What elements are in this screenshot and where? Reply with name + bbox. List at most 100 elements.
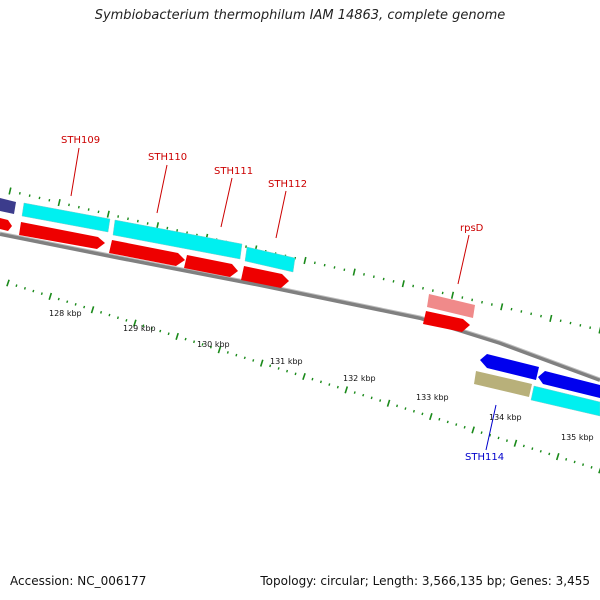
inner-tick: [421, 412, 424, 416]
outer-tick: [392, 280, 395, 283]
inner-tick: [167, 332, 170, 336]
inner-tick: [513, 439, 518, 447]
inner-tick: [362, 393, 365, 397]
outer-tick: [471, 298, 474, 302]
outer-tick: [117, 215, 120, 218]
gene-label-sth110[interactable]: STH110: [148, 152, 187, 163]
outer-tick: [510, 307, 513, 311]
outer-tick: [363, 273, 365, 276]
inner-tick: [565, 457, 568, 461]
outer-tick: [481, 300, 483, 304]
inner-tick: [40, 292, 43, 296]
inner-tick: [446, 420, 449, 424]
outer-tick: [176, 229, 179, 232]
outer-tick: [431, 289, 434, 292]
inner-tick: [386, 399, 391, 407]
outer-tick: [303, 256, 307, 265]
inner-tick: [471, 426, 475, 434]
inner-tick: [328, 383, 331, 386]
gene-bar: [21, 202, 111, 233]
plus-gene-track: [0, 198, 296, 273]
kbp-label-135: 135 kbp: [561, 433, 594, 442]
gene-bar: [244, 246, 296, 273]
gene-bar: [112, 219, 243, 260]
minus-gene-track: [474, 354, 600, 417]
inner-tick: [531, 447, 534, 451]
label-leaders: [70, 147, 497, 451]
outer-tick: [520, 310, 523, 313]
outer-tick: [559, 319, 562, 323]
minus-cds-arrow: [538, 371, 600, 398]
outer-tick: [245, 245, 247, 248]
outer-tick: [8, 187, 12, 195]
outer-tick: [441, 291, 444, 295]
outer-tick: [38, 196, 41, 200]
inner-tick: [23, 286, 26, 290]
outer-tick: [598, 326, 600, 334]
inner-tick: [311, 377, 314, 381]
inner-tick: [539, 449, 542, 453]
inner-tick: [259, 359, 264, 367]
gene-label-sth112[interactable]: STH112: [268, 179, 307, 190]
inner-tick: [573, 460, 576, 464]
inner-tick: [463, 425, 466, 429]
minus-gene-bar: [474, 371, 532, 397]
kbp-label-129: 129 kbp: [123, 324, 156, 333]
inner-tick: [74, 302, 77, 306]
outer-tick: [28, 194, 31, 197]
inner-tick: [505, 439, 508, 443]
outer-tick: [87, 208, 90, 211]
inner-tick: [555, 453, 560, 461]
inner-tick: [32, 289, 35, 293]
outer-tick: [412, 284, 415, 288]
inner-tick: [133, 319, 137, 327]
gene-label-sth114[interactable]: STH114: [465, 452, 504, 463]
kbp-label-133: 133 kbp: [416, 393, 449, 402]
outer-tick: [313, 261, 316, 265]
inner-tick: [100, 310, 103, 314]
inner-tick: [319, 380, 322, 384]
inner-tick: [590, 465, 593, 469]
genome-title: Symbiobacterium thermophilum IAM 14863, …: [94, 8, 506, 23]
inner-tick: [6, 279, 10, 287]
inner-tick: [150, 327, 153, 330]
outer-tick: [461, 296, 464, 299]
outer-tick: [490, 303, 493, 306]
inner-tick: [489, 433, 492, 437]
inner-tick: [48, 292, 53, 300]
inner-tick: [66, 300, 69, 304]
outer-tick: [569, 321, 572, 325]
plus-cds-track: [0, 218, 475, 332]
cds-arrow: [241, 266, 289, 288]
outer-tick: [540, 314, 542, 318]
inner-tick: [57, 297, 60, 301]
inner-tick: [226, 351, 229, 354]
inner-tick: [193, 340, 196, 344]
inner-tick: [175, 332, 179, 341]
outer-tick: [549, 314, 553, 322]
inner-tick: [429, 412, 433, 421]
inner-tick: [336, 385, 339, 389]
outer-tick: [48, 198, 51, 202]
inner-tick: [582, 463, 585, 467]
gene-label-sth111[interactable]: STH111: [214, 166, 253, 177]
inner-tick: [370, 396, 373, 400]
inner-tick: [396, 404, 399, 408]
gene-label-rpsd[interactable]: rpsD: [460, 223, 484, 234]
inner-tick: [277, 367, 280, 370]
kbp-label-130: 130 kbp: [197, 340, 230, 349]
inner-tick: [294, 372, 297, 376]
inner-tick: [116, 316, 119, 320]
inner-tick: [379, 399, 382, 402]
inner-tick: [209, 345, 212, 349]
outer-tick: [530, 312, 533, 316]
inner-tick: [15, 284, 18, 288]
inner-tick: [243, 356, 246, 360]
inner-tick: [353, 391, 356, 394]
genome-backbone-highlight: [0, 231, 600, 379]
outer-tick: [146, 222, 149, 225]
inner-tick: [252, 359, 255, 362]
kbp-label-128: 128 kbp: [49, 309, 82, 318]
cds-arrow: [184, 255, 238, 277]
gene-label-sth109[interactable]: STH109: [61, 135, 100, 146]
